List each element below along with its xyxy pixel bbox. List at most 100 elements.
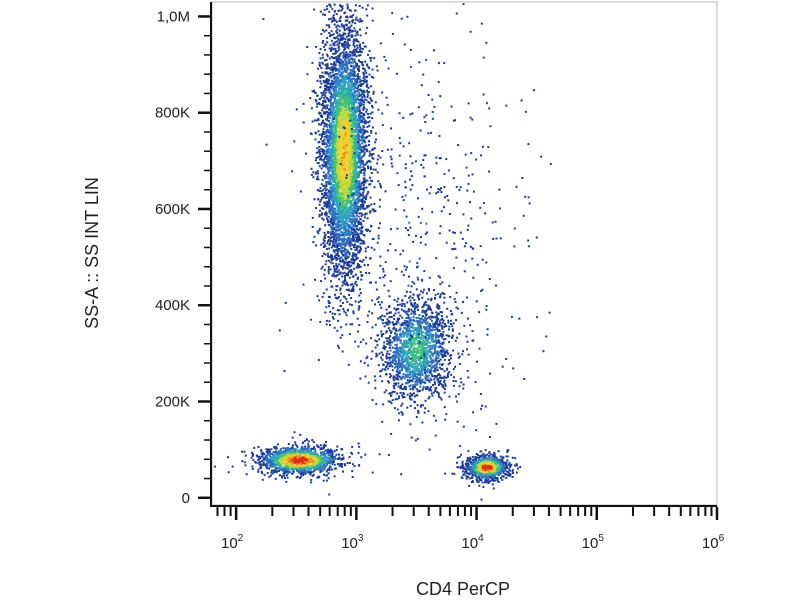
data-point bbox=[266, 467, 269, 470]
data-point bbox=[480, 460, 483, 463]
data-point bbox=[326, 159, 329, 162]
data-point bbox=[346, 162, 349, 165]
data-point bbox=[478, 465, 481, 468]
data-point bbox=[472, 463, 475, 465]
data-point bbox=[364, 247, 367, 250]
data-point bbox=[336, 225, 339, 228]
data-point bbox=[502, 466, 505, 469]
data-point bbox=[319, 76, 322, 79]
data-point bbox=[363, 179, 366, 182]
data-point bbox=[362, 205, 365, 208]
data-point bbox=[468, 456, 471, 459]
data-point bbox=[332, 107, 335, 110]
data-point bbox=[350, 92, 353, 95]
data-point bbox=[276, 467, 279, 470]
data-point bbox=[359, 45, 362, 48]
data-point bbox=[285, 460, 288, 463]
data-point bbox=[354, 245, 357, 247]
data-point bbox=[337, 165, 340, 168]
data-point bbox=[508, 469, 511, 472]
data-point bbox=[322, 184, 325, 187]
data-point bbox=[485, 464, 488, 467]
data-point bbox=[276, 458, 279, 461]
data-point bbox=[345, 253, 348, 256]
data-point bbox=[348, 253, 351, 256]
data-point bbox=[327, 472, 330, 475]
data-point bbox=[324, 81, 327, 84]
data-point bbox=[332, 249, 335, 252]
data-point bbox=[356, 231, 358, 234]
data-point bbox=[306, 465, 309, 468]
data-point bbox=[344, 59, 346, 61]
data-point bbox=[336, 69, 339, 72]
data-point bbox=[379, 42, 382, 45]
data-point bbox=[331, 129, 334, 132]
data-point bbox=[353, 113, 356, 116]
data-point bbox=[329, 178, 332, 181]
data-point bbox=[355, 240, 358, 243]
data-point bbox=[333, 450, 336, 453]
data-point bbox=[348, 462, 351, 464]
data-point bbox=[495, 456, 498, 459]
data-point bbox=[494, 467, 497, 470]
data-point bbox=[365, 110, 368, 113]
data-point bbox=[330, 95, 333, 98]
data-point bbox=[479, 460, 482, 463]
data-point bbox=[331, 8, 334, 11]
data-point bbox=[361, 230, 364, 233]
data-point bbox=[329, 108, 332, 111]
data-point bbox=[468, 484, 471, 487]
data-point bbox=[379, 315, 382, 318]
data-point bbox=[323, 231, 326, 234]
data-point bbox=[334, 467, 337, 470]
data-point bbox=[357, 301, 360, 303]
data-point bbox=[347, 28, 350, 31]
data-point bbox=[350, 303, 353, 306]
data-point bbox=[505, 464, 508, 467]
data-point bbox=[345, 71, 348, 74]
data-point bbox=[260, 464, 263, 467]
data-point bbox=[492, 465, 495, 468]
data-point bbox=[329, 466, 332, 469]
data-point bbox=[319, 451, 322, 454]
data-point bbox=[320, 67, 323, 69]
data-point bbox=[292, 454, 295, 456]
data-point bbox=[319, 112, 322, 115]
data-point bbox=[327, 300, 330, 303]
data-point bbox=[331, 132, 334, 135]
data-point bbox=[318, 52, 321, 55]
data-point bbox=[308, 456, 311, 459]
data-point bbox=[360, 135, 363, 138]
data-point bbox=[332, 18, 335, 21]
data-point bbox=[330, 233, 332, 236]
data-point bbox=[292, 465, 295, 468]
data-point bbox=[345, 261, 348, 264]
data-point bbox=[344, 91, 347, 94]
data-point bbox=[273, 469, 276, 472]
data-point bbox=[333, 231, 336, 234]
data-point bbox=[299, 455, 302, 458]
data-point bbox=[462, 466, 465, 469]
data-point bbox=[340, 231, 343, 234]
data-point bbox=[294, 456, 297, 459]
data-point bbox=[341, 252, 344, 255]
data-point bbox=[353, 157, 356, 160]
data-point bbox=[347, 81, 350, 84]
data-point bbox=[346, 5, 349, 8]
data-point bbox=[338, 33, 341, 36]
data-point bbox=[495, 463, 498, 466]
data-point bbox=[337, 71, 340, 74]
data-point bbox=[296, 469, 298, 472]
data-point bbox=[265, 450, 268, 453]
data-point bbox=[358, 123, 361, 126]
data-point bbox=[492, 453, 495, 456]
data-point bbox=[324, 95, 327, 98]
data-point bbox=[298, 465, 301, 467]
data-point bbox=[340, 256, 343, 259]
data-point bbox=[351, 452, 354, 455]
data-point bbox=[284, 463, 287, 465]
data-point bbox=[367, 113, 370, 115]
data-point bbox=[481, 470, 484, 473]
data-point bbox=[344, 180, 347, 183]
data-point bbox=[342, 70, 345, 73]
